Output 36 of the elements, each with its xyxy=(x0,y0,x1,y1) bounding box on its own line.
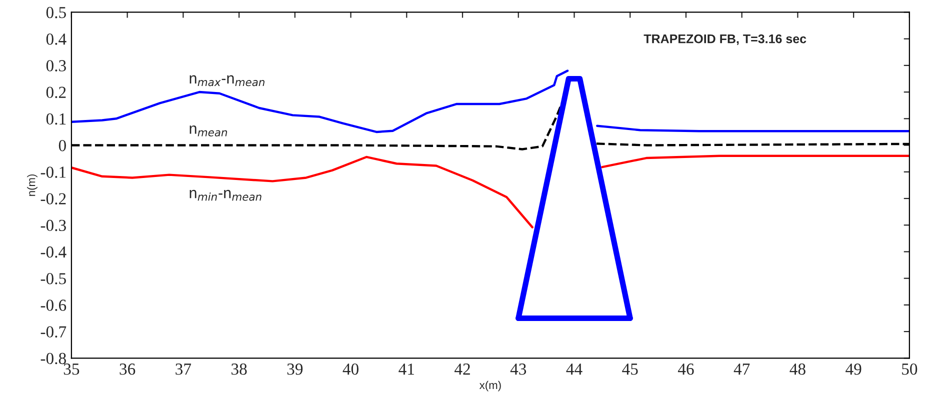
x-tick-label: 50 xyxy=(902,364,918,375)
x-tick-label: 47 xyxy=(734,364,750,375)
x-tick-label: 36 xyxy=(120,364,136,375)
x-axis-title: x(m) xyxy=(479,380,501,392)
y-tick-label: -0.7 xyxy=(40,326,66,338)
x-tick-label: 45 xyxy=(622,364,638,375)
y-tick-label: 0.5 xyxy=(46,6,66,18)
x-tick-label: 48 xyxy=(790,364,806,375)
series-label: n$_{max}$-n$_{mean}$ xyxy=(190,75,264,86)
y-tick-label: 0.4 xyxy=(46,34,66,45)
y-tick-label: -0.6 xyxy=(40,300,66,311)
text: TRAPEZOID FB, T=3.16 sec xyxy=(644,34,806,46)
x-tick-label: 46 xyxy=(678,364,694,375)
x-tick-label: 39 xyxy=(287,364,303,375)
y-tick-label: -0.4 xyxy=(40,246,66,258)
y-tick-label: 0.2 xyxy=(46,86,66,98)
x-tick-label: 35 xyxy=(64,364,80,375)
x-tick-label: 38 xyxy=(232,364,247,375)
x-tick-label: 49 xyxy=(846,364,862,375)
y-tick-label: -0.2 xyxy=(40,193,66,205)
x-tick-label: 41 xyxy=(398,364,414,375)
series-label: n$_{mean}$ xyxy=(190,126,228,136)
x-tick-label: 43 xyxy=(510,364,526,375)
y-tick-label: 0 xyxy=(58,140,66,152)
x-tick-label: 42 xyxy=(454,364,470,375)
x-tick-label: 44 xyxy=(566,364,582,375)
y-axis-title: n(m) xyxy=(27,174,38,196)
x-tick-label: 37 xyxy=(176,364,192,375)
x-tick-label: 40 xyxy=(342,364,358,375)
y-tick-label: 0.3 xyxy=(46,60,66,72)
y-tick-label: -0.5 xyxy=(40,273,66,284)
y-tick-label: -0.8 xyxy=(40,352,66,364)
y-tick-label: -0.1 xyxy=(40,166,66,178)
y-tick-label: 0.1 xyxy=(46,113,66,125)
series-label: n$_{min}$-n$_{mean}$ xyxy=(190,190,262,201)
y-tick-label: -0.3 xyxy=(40,220,66,232)
